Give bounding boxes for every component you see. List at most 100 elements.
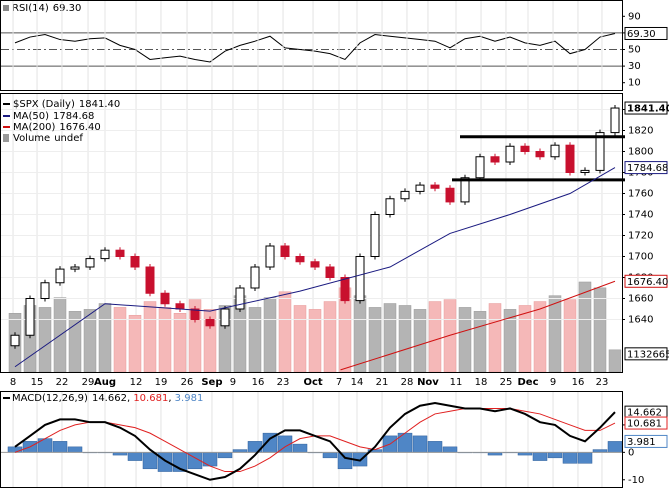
volume-bar xyxy=(593,287,607,373)
volume-bar xyxy=(398,305,412,373)
candle xyxy=(220,308,230,327)
histogram-bar xyxy=(52,441,68,453)
legend-separator: , xyxy=(168,393,174,404)
x-tick-label: 22 xyxy=(56,377,69,388)
legend-entry: Volume undef xyxy=(13,133,83,144)
candle xyxy=(10,334,20,347)
x-tick-label: 23 xyxy=(596,377,609,388)
candle xyxy=(580,169,590,173)
candle xyxy=(310,261,320,268)
y-tick-label: -10 xyxy=(628,475,644,486)
value-box xyxy=(624,434,668,448)
rsi-line xyxy=(14,32,616,63)
volume-bar xyxy=(173,313,187,373)
candle xyxy=(490,156,500,163)
value-box xyxy=(624,416,668,430)
y-tick-label: 1820 xyxy=(628,126,653,137)
candle xyxy=(370,214,380,257)
x-tick-label: 18 xyxy=(475,377,488,388)
y-tick-label: 1660 xyxy=(628,294,653,305)
legend-value: 69.30 xyxy=(53,3,82,14)
x-tick-label: 11 xyxy=(450,377,463,388)
histogram-bar xyxy=(427,441,443,453)
histogram-bar xyxy=(547,452,563,459)
legend-title: MACD(12,26,9) xyxy=(12,393,88,404)
legend-icon xyxy=(3,5,9,11)
volume-bar xyxy=(458,307,472,373)
legend-entry: RSI(14) 69.30 xyxy=(12,3,81,14)
legend-icon xyxy=(3,134,9,142)
candle xyxy=(400,190,410,200)
candle xyxy=(460,177,470,203)
candle xyxy=(280,245,290,257)
y-tick-label: 90 xyxy=(628,11,641,22)
x-tick-label: Dec xyxy=(517,377,538,388)
candle xyxy=(355,256,365,302)
candle xyxy=(115,249,125,257)
candle xyxy=(250,266,260,289)
x-tick-label: 16 xyxy=(572,377,585,388)
y-tick-label: 1740 xyxy=(628,210,653,221)
candle xyxy=(70,266,80,270)
macd-frame xyxy=(0,391,623,488)
value-box xyxy=(624,101,668,115)
candle xyxy=(130,256,140,268)
histogram-bar xyxy=(217,452,233,459)
value-box-label: 1676.40 xyxy=(627,277,668,288)
x-tick-label: 19 xyxy=(155,377,168,388)
y-tick-label: 10 xyxy=(628,78,641,89)
legend-value: 1841.40 xyxy=(79,99,120,110)
y-tick-label: 50 xyxy=(628,45,641,56)
x-tick-label: 7 xyxy=(336,377,342,388)
volume-bar xyxy=(533,301,547,373)
histogram-bar xyxy=(532,452,548,461)
histogram-bar xyxy=(7,446,23,453)
candle xyxy=(25,298,35,336)
x-tick-label: 28 xyxy=(401,377,414,388)
x-tick-label: 15 xyxy=(31,377,44,388)
x-tick-label: Oct xyxy=(303,377,322,388)
value-box xyxy=(624,347,668,361)
candle xyxy=(385,198,395,215)
y-tick-label: 0 xyxy=(628,447,634,458)
candle xyxy=(85,258,95,268)
candle xyxy=(295,256,305,263)
price-frame xyxy=(0,93,623,373)
y-tick-label: 30 xyxy=(628,61,641,72)
candle xyxy=(430,184,440,189)
histogram-bar xyxy=(337,452,353,470)
volume-bar xyxy=(98,303,112,373)
histogram-bar xyxy=(127,452,143,461)
x-tick-label: 9 xyxy=(230,377,236,388)
macd-panel: -10010MACD(12,26,9)14.662, 10.681, 3.981… xyxy=(1,393,668,486)
volume-bar xyxy=(308,309,322,373)
macd-line xyxy=(14,401,616,481)
volume-bar xyxy=(473,311,487,373)
volume-bar xyxy=(353,295,367,373)
legend-value: 10.681 xyxy=(133,393,168,404)
histogram-bar xyxy=(442,446,458,453)
x-tick-label: 9 xyxy=(550,377,556,388)
volume-bar xyxy=(608,349,622,373)
candle xyxy=(40,282,50,299)
volume-bar xyxy=(323,301,337,373)
x-tick-label: Aug xyxy=(94,377,116,388)
histogram-bar xyxy=(202,452,218,467)
candle xyxy=(235,287,245,310)
histogram-bar xyxy=(577,452,593,464)
volume-bar xyxy=(278,291,292,373)
histogram-bar xyxy=(607,441,622,453)
legend-entry: MA(50) 1784.68 xyxy=(13,111,94,122)
rsi-frame xyxy=(0,0,623,91)
volume-bar xyxy=(68,311,82,373)
legend-value: 1676.40 xyxy=(59,122,100,133)
histogram-bar xyxy=(322,452,338,459)
y-tick-label: 1800 xyxy=(628,147,653,158)
x-tick-label: 16 xyxy=(252,377,265,388)
volume-bar xyxy=(413,309,427,373)
volume-bar xyxy=(443,299,457,373)
legend-name: MA(50) xyxy=(13,111,49,122)
candle xyxy=(160,292,170,305)
volume-bar xyxy=(563,299,577,373)
